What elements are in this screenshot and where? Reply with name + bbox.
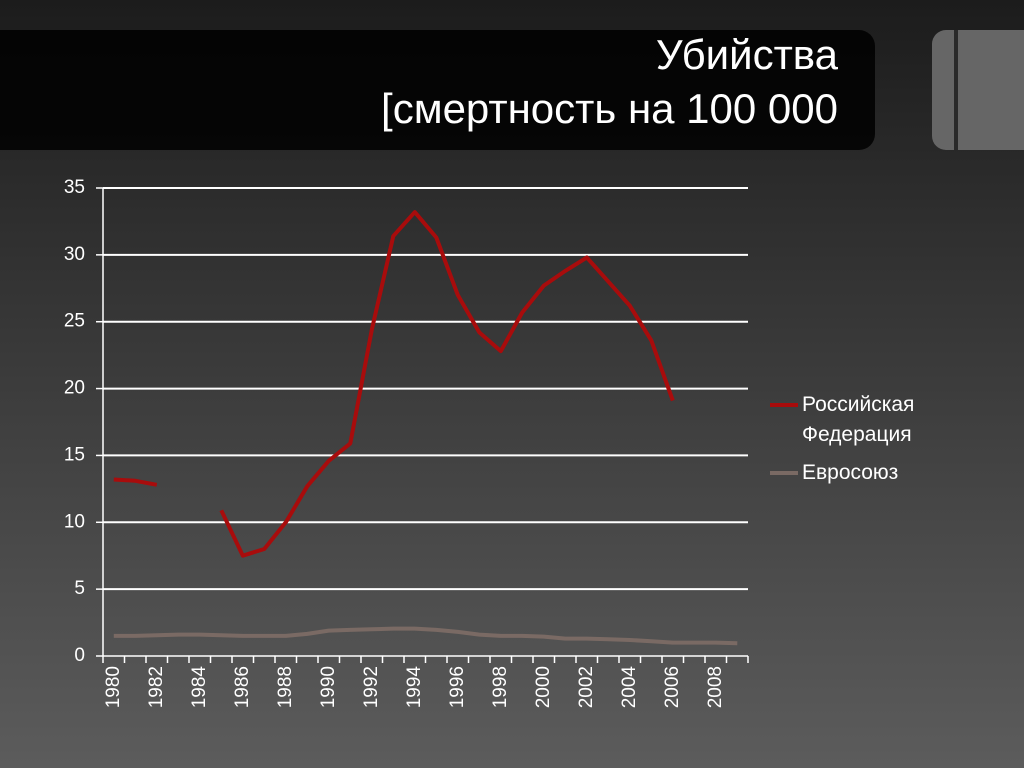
y-tick-label: 5 [74, 578, 85, 599]
y-tick-label: 35 [64, 177, 85, 198]
y-tick-label: 20 [64, 378, 85, 399]
legend-label: Евросоюз [802, 461, 899, 484]
x-tick-label: 2002 [576, 666, 597, 708]
decoration [932, 30, 1024, 150]
y-tick-label: 30 [64, 244, 85, 265]
legend-swatch [770, 403, 798, 407]
x-tick-label: 2004 [619, 666, 640, 709]
x-tick-label: 2006 [662, 666, 683, 708]
x-tick-label: 1980 [103, 666, 124, 708]
y-tick-label: 15 [64, 444, 85, 465]
x-tick-label: 1992 [361, 666, 382, 708]
series-line [113, 626, 738, 646]
series-line [113, 210, 675, 558]
x-tick-label: 1996 [447, 666, 468, 708]
legend-item: Российская Федерация [770, 390, 970, 450]
x-tick-label: 2000 [533, 666, 554, 708]
x-tick-label: 1984 [189, 666, 210, 709]
legend-swatch [770, 471, 798, 475]
y-tick-label: 25 [64, 311, 85, 332]
chart-subtitle: [смертность на 100 000 [381, 85, 838, 132]
x-tick-label: 1990 [318, 666, 339, 708]
x-tick-label: 1982 [146, 666, 167, 708]
x-tick-label: 1994 [404, 666, 425, 709]
legend-item: Евросоюз [770, 458, 970, 488]
y-tick-label: 0 [74, 645, 85, 666]
title-box [0, 30, 875, 150]
legend: Российская Федерация Евросоюз [770, 390, 970, 496]
x-tick-label: 1986 [232, 666, 253, 708]
y-tick-label: 10 [64, 511, 85, 532]
legend-label: Российская Федерация [802, 393, 915, 446]
x-tick-label: 1988 [275, 666, 296, 708]
chart-title: Убийства [656, 31, 839, 78]
x-tick-label: 2008 [705, 666, 726, 708]
x-tick-label: 1998 [490, 666, 511, 708]
